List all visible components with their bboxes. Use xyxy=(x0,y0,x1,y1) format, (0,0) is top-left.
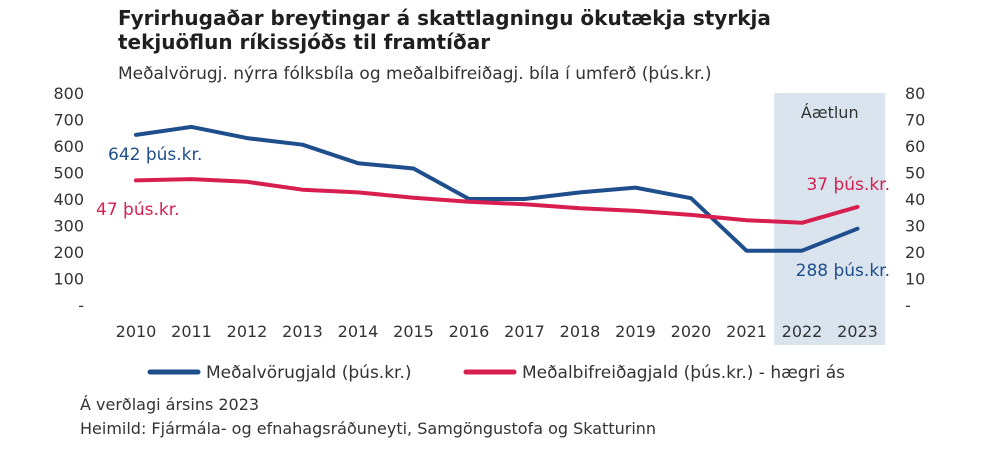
x-axis-tick-label: 2014 xyxy=(338,322,379,341)
source-note: Heimild: Fjármála- og efnahagsráðuneyti,… xyxy=(80,419,657,438)
x-axis-tick-label: 2016 xyxy=(449,322,490,341)
left-axis-tick-label: 500 xyxy=(53,164,84,183)
left-axis-tick-label: 300 xyxy=(53,217,84,236)
x-axis-tick-label: 2013 xyxy=(282,322,323,341)
left-axis-tick-label: - xyxy=(78,296,84,315)
x-axis-tick-label: 2012 xyxy=(227,322,268,341)
right-axis-tick-label: 60 xyxy=(905,137,925,156)
price-level-note: Á verðlagi ársins 2023 xyxy=(80,395,260,414)
x-axis-tick-label: 2023 xyxy=(837,322,878,341)
data-label: 642 þús.kr. xyxy=(108,145,202,165)
left-axis-tick-label: 100 xyxy=(53,270,84,289)
right-axis-tick-label: 70 xyxy=(905,111,925,130)
right-axis-tick-label: - xyxy=(905,296,911,315)
x-axis-tick-label: 2021 xyxy=(726,322,767,341)
x-axis-tick-label: 2020 xyxy=(671,322,712,341)
legend-entry-label: Meðalvörugjald (þús.kr.) xyxy=(206,363,412,383)
x-axis-tick-label: 2015 xyxy=(393,322,434,341)
x-axis-tick-label: 2011 xyxy=(171,322,212,341)
x-axis-tick-label: 2017 xyxy=(504,322,545,341)
chart-subtitle: Meðalvörugj. nýrra fólksbíla og meðalbif… xyxy=(118,64,712,84)
left-axis-tick-label: 600 xyxy=(53,137,84,156)
right-axis-tick-label: 10 xyxy=(905,270,925,289)
left-axis-tick-label: 700 xyxy=(53,111,84,130)
x-axis-tick-label: 2022 xyxy=(782,322,823,341)
series-line-bifreidagjald xyxy=(134,177,860,225)
data-label: 288 þús.kr. xyxy=(796,261,890,281)
left-axis-tick-label: 400 xyxy=(53,190,84,209)
x-axis-tick-label: 2010 xyxy=(116,322,157,341)
data-label: 47 þús.kr. xyxy=(96,200,180,220)
chart-title: Fyrirhugaðar breytingar á skattlagningu … xyxy=(118,6,771,54)
left-axis-tick-label: 200 xyxy=(53,243,84,262)
data-label: 37 þús.kr. xyxy=(806,175,890,195)
legend-entry-label: Meðalbifreiðagjald (þús.kr.) - hægri ás xyxy=(522,363,845,383)
right-axis-tick-label: 30 xyxy=(905,217,925,236)
right-axis-tick-label: 50 xyxy=(905,164,925,183)
left-axis-tick-label: 800 xyxy=(53,84,84,103)
right-axis-tick-label: 80 xyxy=(905,84,925,103)
forecast-band xyxy=(774,93,886,345)
right-axis-tick-label: 20 xyxy=(905,243,925,262)
x-axis-tick-label: 2018 xyxy=(560,322,601,341)
x-axis-tick-label: 2019 xyxy=(615,322,656,341)
right-axis-tick-label: 40 xyxy=(905,190,925,209)
chart-title-line-2: tekjuöflun ríkissjóðs til framtíðar xyxy=(118,30,491,54)
forecast-label: Áætlun xyxy=(801,103,859,122)
series-line-vorugjald xyxy=(134,124,860,253)
chart-title-line-1: Fyrirhugaðar breytingar á skattlagningu … xyxy=(118,6,771,30)
